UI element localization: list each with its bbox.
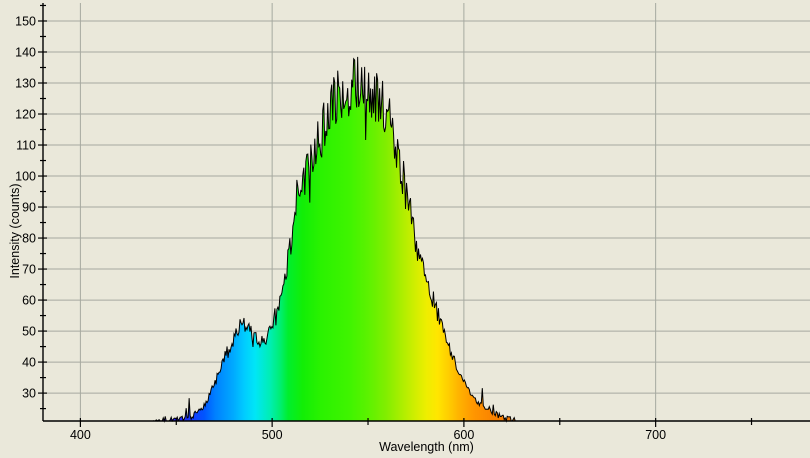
y-tick-label: 110 [16,139,36,153]
x-tick-label: 600 [453,428,474,442]
y-tick-label: 150 [15,14,36,28]
y-tick-label: 80 [22,232,36,246]
y-tick-label: 40 [22,356,36,370]
x-tick-label: 700 [645,428,666,442]
x-tick-label: 400 [70,428,91,442]
y-tick-label: 90 [22,201,36,215]
y-tick-label: 70 [22,263,36,277]
y-axis-title: Intensity (counts) [8,183,22,279]
x-axis-title: Wavelength (nm) [379,440,474,454]
spectrum-trace [153,56,518,423]
y-tick-label: 140 [15,45,36,59]
y-tick-label: 30 [22,387,36,401]
y-tick-label: 60 [22,294,36,308]
axes [42,3,810,422]
spectrum-area [153,56,518,421]
gridlines [43,3,810,421]
y-tick-label: 120 [15,108,36,122]
y-tick-label: 100 [15,170,36,184]
x-tick-label: 500 [262,428,283,442]
tick-labels: 30 40 50 60 70 80 90 100 110 120 130 140 150 400 500 60… [15,14,666,442]
tick-marks [38,4,753,427]
y-tick-label: 50 [22,325,36,339]
y-tick-label: 130 [15,77,36,91]
